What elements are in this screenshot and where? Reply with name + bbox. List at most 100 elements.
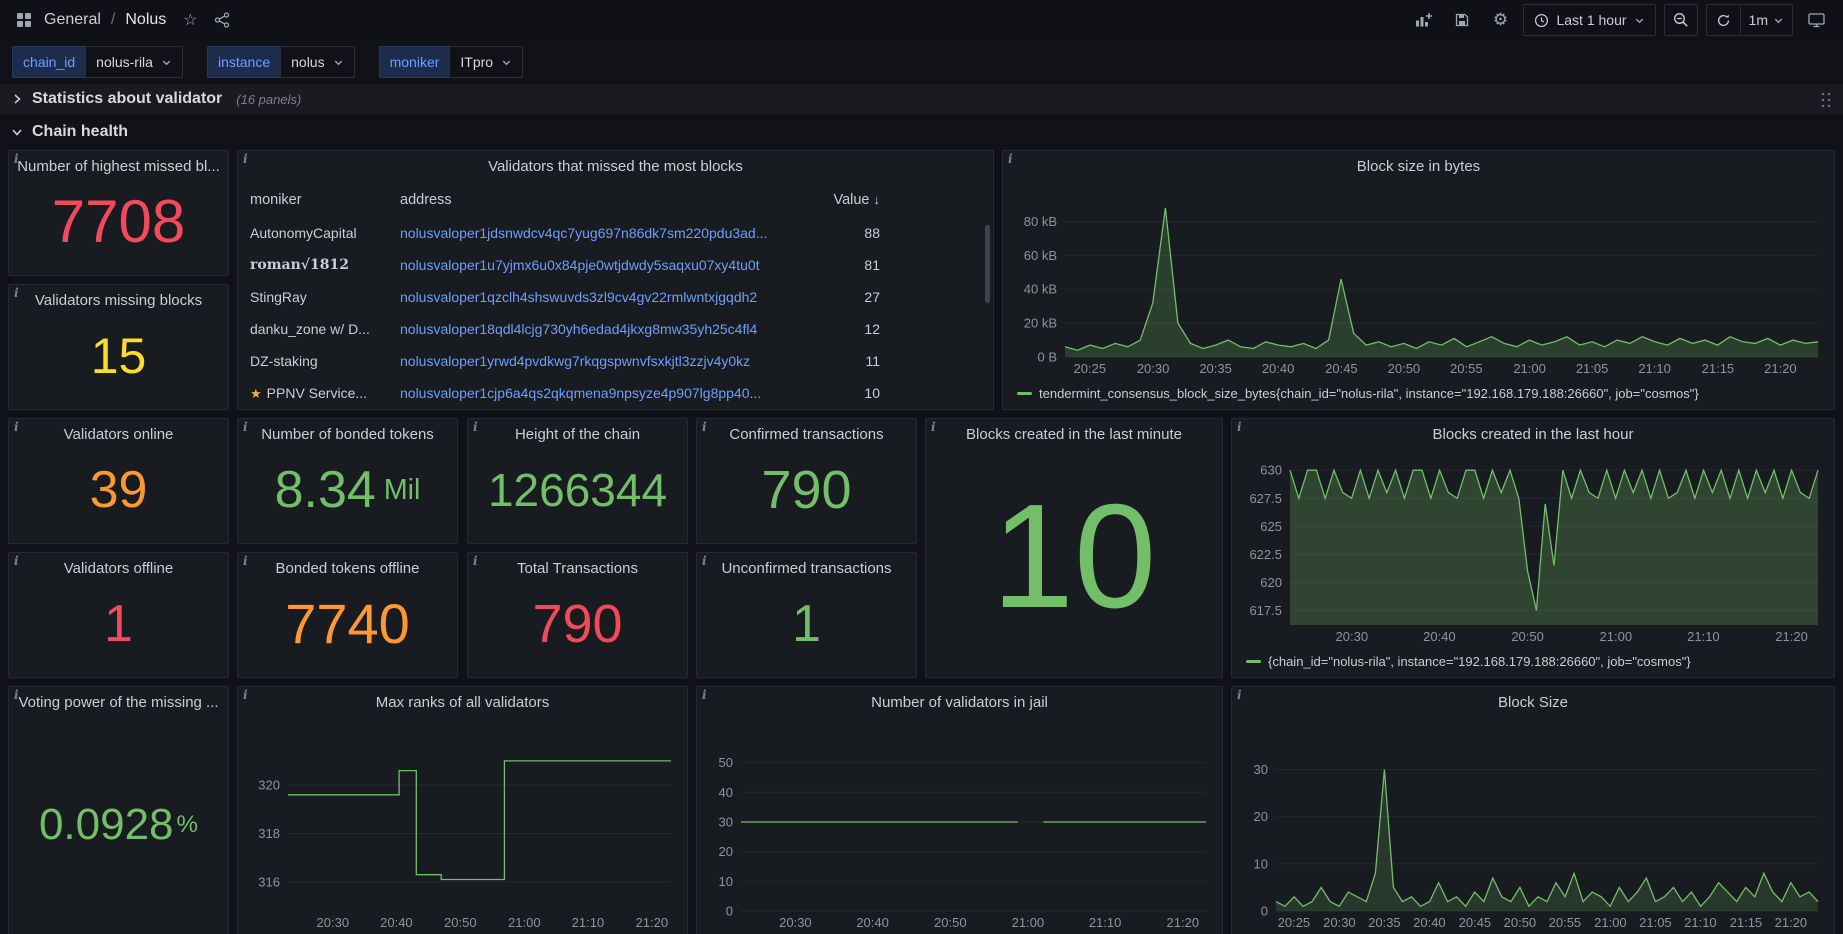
panel-title[interactable]: Validators that missed the most blocks [488,157,743,175]
info-icon[interactable]: i [14,286,19,300]
panel-title[interactable]: Number of highest missed bl... [17,157,220,175]
svg-text:20 kB: 20 kB [1024,316,1057,331]
svg-text:21:20: 21:20 [1764,361,1797,376]
block-size-chart[interactable]: 0 10 20 30 20:25 20:30 20:35 20:40 20:45 20:50 20:… [1240,717,1826,931]
svg-text:20:40: 20:40 [1423,629,1456,644]
stat-value: 0.0928% [38,800,199,849]
validators-in-jail-chart[interactable]: 0 10 20 30 40 50 20:30 20:40 20:50 21:00 21:10 21:2… [705,717,1214,931]
svg-text:20:30: 20:30 [1336,629,1369,644]
panel-title[interactable]: Validators online [63,425,174,443]
validator-address-link[interactable]: nolusvaloper1qzclh4shswuvds3zl9cv4gv22rm… [400,289,758,305]
svg-text:318: 318 [258,826,280,841]
refresh-interval-dropdown[interactable]: 1m [1741,5,1792,35]
panel-blocks-last-hour: i Blocks created in the last hour 617.5 6… [1231,418,1835,678]
variable-value-dropdown[interactable]: nolus-rila [85,46,183,78]
info-icon[interactable]: i [473,554,478,568]
stat-value: 790 [761,460,852,520]
refresh-button[interactable] [1707,5,1740,35]
info-icon[interactable]: i [14,152,19,166]
svg-text:316: 316 [258,874,280,889]
validator-address-link[interactable]: nolusvaloper1jdsnwdcv4qc7yug697n86dk7sm2… [400,225,768,241]
panel-title[interactable]: Validators offline [63,559,174,577]
template-variables-bar: chain_id nolus-rila instance nolus monik… [12,46,524,78]
validator-moniker: StingRay [250,289,307,305]
info-icon[interactable]: i [243,152,248,166]
svg-text:20:45: 20:45 [1459,915,1492,930]
view-mode-monitor-icon[interactable] [1801,5,1831,35]
time-range-picker[interactable]: Last 1 hour [1523,4,1656,36]
info-icon[interactable]: i [243,420,248,434]
info-icon[interactable]: i [243,688,248,702]
panel-title[interactable]: Total Transactions [517,559,638,577]
svg-text:21:10: 21:10 [1638,361,1671,376]
panel-title[interactable]: Max ranks of all validators [375,693,550,711]
info-icon[interactable]: i [1237,688,1242,702]
table-row: StingRay nolusvaloper1qzclh4shswuvds3zl9c… [250,281,981,313]
favorite-star-icon[interactable]: ☆ [183,12,198,29]
svg-text:20:35: 20:35 [1199,361,1232,376]
info-icon[interactable]: i [931,420,936,434]
column-header-moniker[interactable]: moniker [250,192,302,208]
panel-unconfirmed-transactions: i Unconfirmed transactions 1 [696,552,917,678]
favorite-star-icon: ★ [250,385,262,401]
info-icon[interactable]: i [243,554,248,568]
panel-highest-missed-blocks: i Number of highest missed bl... 7708 [8,150,229,276]
add-panel-button[interactable] [1409,5,1439,35]
apps-grid-icon[interactable] [12,8,36,32]
svg-text:20:55: 20:55 [1450,361,1483,376]
info-icon[interactable]: i [473,420,478,434]
panel-title[interactable]: Number of bonded tokens [261,425,434,443]
chevron-right-icon [10,92,24,106]
validator-moniker: DZ-staking [250,353,318,369]
chart-legend[interactable]: {chain_id="nolus-rila", instance="192.16… [1246,654,1826,669]
panel-title[interactable]: Validators missing blocks [34,291,203,309]
info-icon[interactable]: i [702,554,707,568]
panel-title[interactable]: Number of validators in jail [871,693,1048,711]
stat-unit: % [176,810,199,838]
validator-address-link[interactable]: nolusvaloper18qdl4lcjg730yh6edad4jkxg8mw… [400,321,758,337]
column-header-address[interactable]: address [400,192,452,208]
info-icon[interactable]: i [1008,152,1013,166]
panel-title[interactable]: Blocks created in the last minute [966,425,1182,443]
validator-address-link[interactable]: nolusvaloper1u7yjmx6u0x84pje0wtjdwdy5saq… [400,257,760,273]
variable-value-dropdown[interactable]: nolus [280,46,355,78]
info-icon[interactable]: i [702,688,707,702]
panel-title[interactable]: Voting power of the missing ... [18,693,219,711]
row-drag-handle[interactable] [1820,90,1833,108]
share-icon[interactable] [210,8,234,32]
panel-title[interactable]: Bonded tokens offline [275,559,420,577]
validator-address-link[interactable]: nolusvaloper1yrwd4pvdkwg7rkqgspwnvfsxkjt… [400,353,751,369]
panel-title[interactable]: Block size in bytes [1356,157,1481,175]
validator-address-link[interactable]: nolusvaloper1cjp6a4qs2qkqmena9npsyze4p90… [400,385,762,401]
svg-text:620: 620 [1260,575,1282,590]
zoom-out-button[interactable] [1663,4,1698,36]
column-header-value[interactable]: Value ↓ [833,192,880,208]
dashboard-settings-gear-icon[interactable]: ⚙ [1485,5,1515,35]
panel-title[interactable]: Unconfirmed transactions [721,559,892,577]
svg-text:21:00: 21:00 [1594,915,1627,930]
info-icon[interactable]: i [14,688,19,702]
table-row: danku_zone w/ D... nolusvaloper18qdl4lcjg… [250,313,981,345]
row-header-chain-health[interactable]: Chain health [0,118,1843,146]
panel-validators-missing-blocks: i Validators missing blocks 15 [8,284,229,410]
variable-label: moniker [378,46,450,78]
block-size-bytes-chart[interactable]: 0 B 20 kB 40 kB 60 kB 80 kB 20:25 20:30 20:35 20… [1011,181,1826,377]
info-icon[interactable]: i [14,420,19,434]
panel-title[interactable]: Block Size [1497,693,1569,711]
max-ranks-chart[interactable]: 316 318 320 20:30 20:40 20:50 21:00 21:10 21:20 [246,717,679,931]
panel-title[interactable]: Confirmed transactions [729,425,884,443]
table-scrollbar[interactable] [985,225,990,303]
variable-label: instance [206,46,281,78]
info-icon[interactable]: i [702,420,707,434]
blocks-last-hour-chart[interactable]: 617.5 620 622.5 625 627.5 630 20:30 20:40 20:50 2… [1240,449,1826,645]
save-dashboard-button[interactable] [1447,5,1477,35]
info-icon[interactable]: i [14,554,19,568]
panel-title[interactable]: Blocks created in the last hour [1432,425,1634,443]
table-body: AutonomyCapital nolusvaloper1jdsnwdcv4qc7… [250,217,981,409]
info-icon[interactable]: i [1237,420,1242,434]
variable-value-dropdown[interactable]: ITpro [449,46,524,78]
panel-title[interactable]: Height of the chain [514,425,641,443]
breadcrumb-folder[interactable]: General [44,11,101,28]
row-header-statistics-about-validator[interactable]: Statistics about validator (16 panels) [0,84,1843,114]
chart-legend[interactable]: tendermint_consensus_block_size_bytes{ch… [1017,386,1826,401]
